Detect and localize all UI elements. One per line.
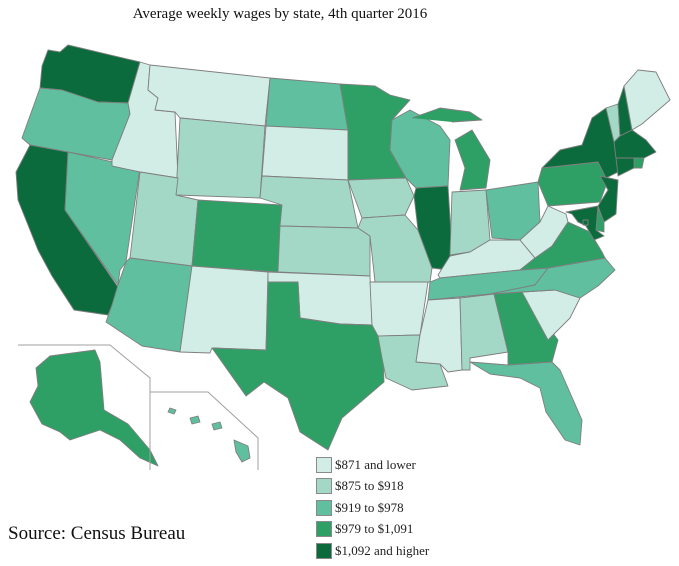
inset-dividers: [18, 344, 259, 470]
legend-item: $871 and lower: [316, 454, 429, 476]
state-IL[interactable]: [413, 185, 453, 271]
state-DC[interactable]: [582, 219, 589, 226]
state-WV[interactable]: [519, 205, 569, 259]
legend-item: $919 to $978: [316, 497, 429, 519]
legend-label: $979 to $1,091: [335, 521, 414, 537]
legend-swatch: [316, 521, 332, 538]
state-WY[interactable]: [175, 117, 266, 199]
state-ND[interactable]: [265, 77, 349, 131]
state-NM[interactable]: [179, 265, 269, 354]
state-RI[interactable]: [633, 157, 645, 169]
legend-item: $1,092 and higher: [316, 540, 429, 562]
map-title: Average weekly wages by state, 4th quart…: [132, 6, 428, 22]
legend-swatch: [316, 542, 332, 559]
state-FL[interactable]: [469, 361, 583, 446]
state-HI[interactable]: [167, 407, 251, 463]
state-CO[interactable]: [191, 199, 283, 273]
legend-label: $875 to $918: [335, 478, 404, 494]
state-CT[interactable]: [615, 157, 635, 177]
legend-swatch: [316, 456, 332, 473]
state-TX[interactable]: [211, 281, 385, 451]
state-ME[interactable]: [623, 69, 671, 131]
map-legend: $871 and lower $875 to $918 $919 to $978 $9…: [316, 454, 429, 562]
source-note: Source: Census Bureau: [8, 523, 186, 544]
legend-swatch: [316, 478, 332, 495]
state-SD[interactable]: [261, 125, 349, 181]
state-IA[interactable]: [347, 177, 415, 219]
state-MI[interactable]: [411, 107, 491, 191]
legend-item: $979 to $1,091: [316, 519, 429, 541]
state-AR[interactable]: [369, 281, 429, 337]
legend-swatch: [316, 499, 332, 516]
legend-label: $871 and lower: [335, 456, 416, 472]
state-AK[interactable]: [29, 349, 159, 467]
legend-item: $875 to $918: [316, 476, 429, 498]
state-KS[interactable]: [277, 225, 371, 277]
legend-label: $919 to $978: [335, 499, 404, 515]
state-PA[interactable]: [537, 161, 609, 207]
legend-label: $1,092 and higher: [335, 542, 430, 558]
